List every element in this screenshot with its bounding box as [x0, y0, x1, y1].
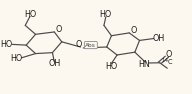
Text: O: O — [130, 26, 137, 35]
Text: HO: HO — [0, 40, 13, 49]
Text: HO: HO — [10, 54, 22, 63]
Text: HO: HO — [100, 10, 112, 19]
Text: HO: HO — [105, 62, 117, 71]
Text: OH: OH — [49, 59, 61, 68]
Text: HN: HN — [138, 60, 150, 69]
Text: Abs: Abs — [85, 43, 96, 48]
Text: OH: OH — [152, 34, 164, 43]
Text: HO: HO — [24, 10, 36, 19]
Text: O: O — [165, 50, 172, 60]
Text: $^{14}$C: $^{14}$C — [161, 57, 173, 68]
Text: O: O — [75, 40, 82, 49]
Text: O: O — [56, 25, 62, 34]
